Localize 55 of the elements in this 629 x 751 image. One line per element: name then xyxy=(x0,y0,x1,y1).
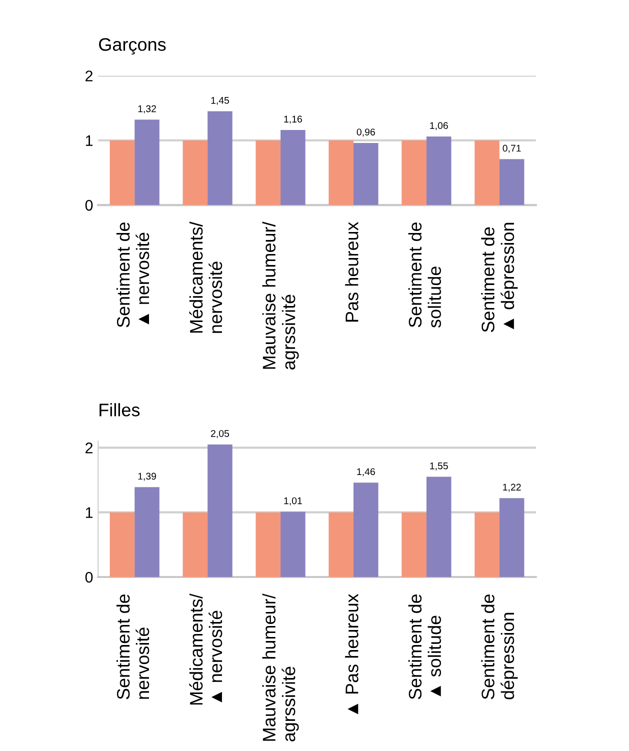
x-tick-label: Sentiment de dépression xyxy=(481,594,518,700)
y-tick-label: 1 xyxy=(86,135,93,146)
bar xyxy=(402,140,426,206)
bar xyxy=(208,111,232,206)
x-tick-label: Pas heureux xyxy=(345,222,358,322)
bar xyxy=(182,512,208,577)
x-tick-label: Mauvaise humeur/ agrssivité xyxy=(262,222,299,370)
bar xyxy=(354,142,378,206)
x-tick-label: Sentiment de ▲ nervosité xyxy=(116,222,150,328)
data-label: 1,16 xyxy=(284,116,302,124)
data-label: 1,55 xyxy=(430,462,448,470)
bar xyxy=(208,444,232,577)
bar xyxy=(426,476,452,577)
data-label: 1,46 xyxy=(357,468,375,476)
x-tick-label: ▲ Pas heureux xyxy=(345,594,358,714)
x-tick-label: Mauvaise humeur/ agrssivité xyxy=(262,594,299,742)
bar xyxy=(499,498,524,577)
y-tick-label: 0 xyxy=(85,200,93,211)
bar xyxy=(402,512,426,577)
y-tick-label: 1 xyxy=(86,507,93,518)
bar xyxy=(354,482,378,577)
bar xyxy=(110,512,135,577)
x-tick-label: Sentiment de ▲ solitude xyxy=(408,594,442,700)
data-label: 1,39 xyxy=(138,472,156,481)
data-label: 0,71 xyxy=(502,144,521,153)
data-label: 0,96 xyxy=(356,128,375,137)
bar xyxy=(328,512,354,577)
x-tick-label: Sentiment de nervosité xyxy=(116,594,150,700)
bar xyxy=(499,159,524,206)
bar xyxy=(426,136,452,206)
bar xyxy=(134,487,160,577)
data-label: 1,32 xyxy=(138,105,156,114)
data-label: 1,06 xyxy=(430,122,448,130)
bar xyxy=(474,140,500,206)
data-label: 1,22 xyxy=(503,484,521,492)
bar xyxy=(182,140,208,206)
bar xyxy=(474,512,500,577)
data-label: 1,01 xyxy=(284,497,302,506)
data-label: 1,45 xyxy=(211,97,230,105)
bar xyxy=(280,512,306,577)
x-tick-label: Sentiment de solitude xyxy=(408,222,442,328)
data-label: 2,05 xyxy=(211,430,230,438)
bar xyxy=(280,130,306,206)
x-tick-label: Sentiment de ▲ dépression xyxy=(481,222,518,332)
y-tick-label: 2 xyxy=(86,70,92,82)
bar xyxy=(134,120,160,206)
chart-title: Filles xyxy=(100,403,140,416)
bar xyxy=(256,140,281,206)
bar xyxy=(256,512,281,577)
y-tick-label: 2 xyxy=(86,442,92,454)
chart-title: Garçons xyxy=(99,38,166,55)
x-tick-label: Médicaments/ nervosité xyxy=(189,222,222,333)
bar xyxy=(110,140,135,206)
bar xyxy=(328,140,354,206)
y-tick-label: 0 xyxy=(85,572,93,583)
